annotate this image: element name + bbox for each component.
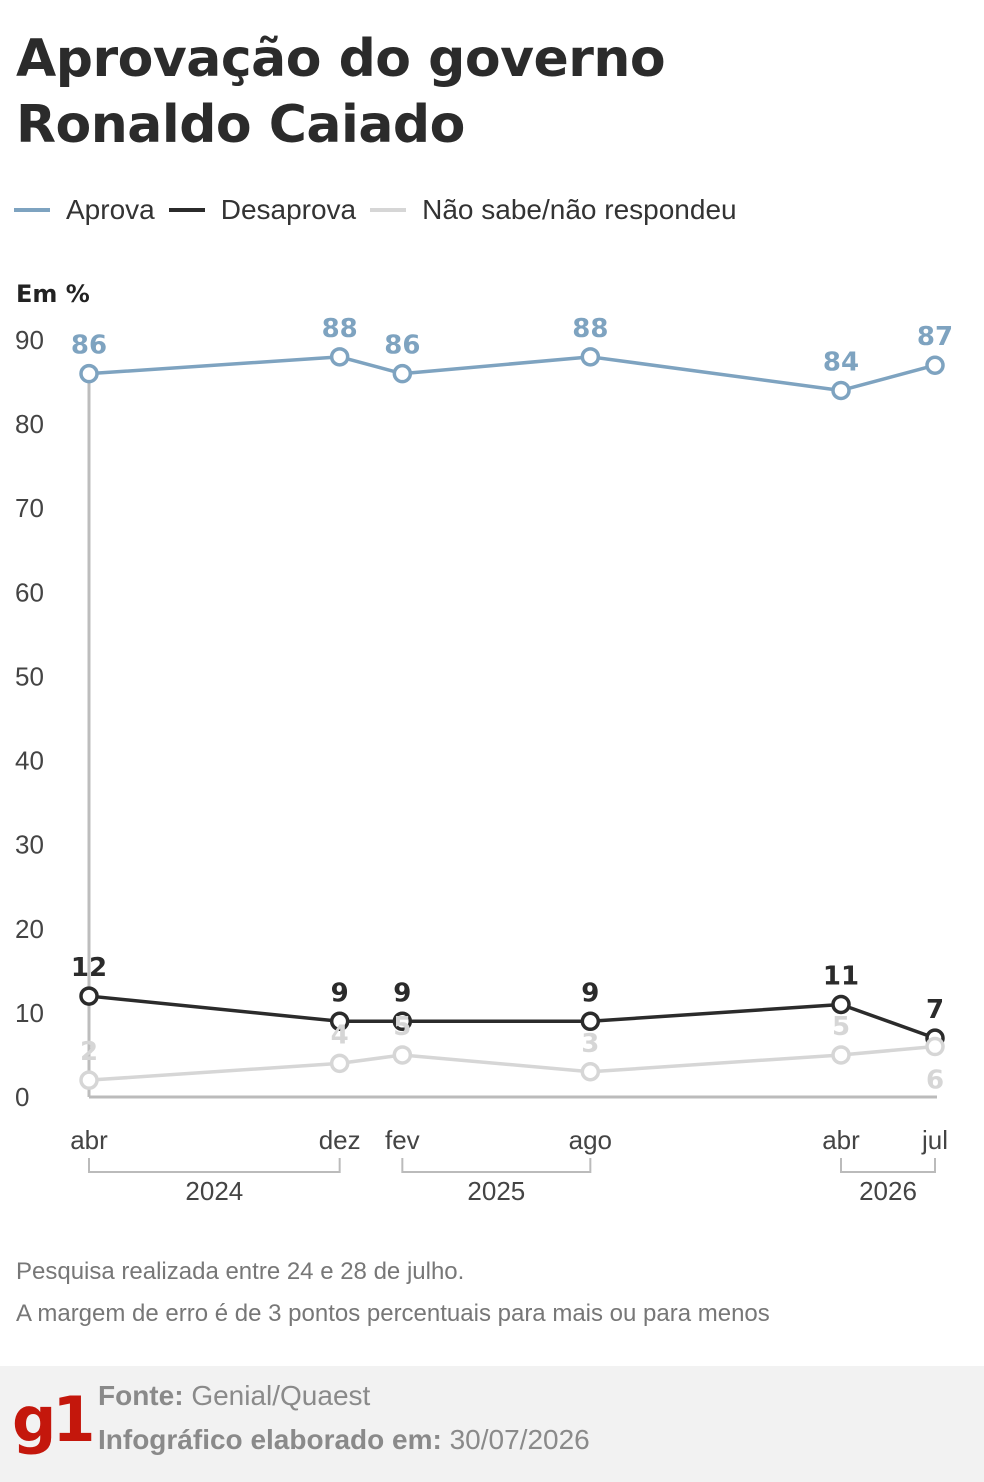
year-label: 2025 xyxy=(467,1176,525,1206)
data-label-aprova: 84 xyxy=(823,347,859,377)
data-label-nao-sabe: 6 xyxy=(926,1066,944,1096)
y-tick-label: 40 xyxy=(15,746,44,776)
year-bracket xyxy=(88,1158,341,1173)
series-line-desaprova xyxy=(88,994,936,1040)
data-point-aprova xyxy=(925,355,945,375)
data-label-desaprova: 11 xyxy=(823,961,859,991)
data-label-aprova: 87 xyxy=(917,322,953,352)
data-label-desaprova: 9 xyxy=(581,978,599,1008)
data-point-aprova xyxy=(329,347,350,367)
source-value: Genial/Quaest xyxy=(191,1380,371,1411)
data-label-nao-sabe: 5 xyxy=(393,1012,411,1042)
legend-label-aprova: Aprova xyxy=(66,194,155,225)
legend-swatch-aprova xyxy=(14,208,50,212)
y-tick-label: 0 xyxy=(15,1082,29,1112)
data-label-desaprova: 7 xyxy=(926,995,944,1025)
data-label-aprova: 86 xyxy=(71,331,107,361)
chart-title: Aprovação do governo Ronaldo Caiado xyxy=(16,26,966,158)
data-point-nao-sabe xyxy=(831,1045,851,1065)
data-label-nao-sabe: 3 xyxy=(581,1029,599,1059)
data-point-nao-sabe xyxy=(79,1070,99,1090)
y-tick-label: 10 xyxy=(15,998,44,1028)
series-line-nao-sabe xyxy=(88,1044,936,1082)
data-point-aprova xyxy=(79,363,99,384)
year-label: 2026 xyxy=(859,1176,917,1206)
legend-label-nao-sabe: Não sabe/não respondeu xyxy=(422,194,737,225)
data-label-desaprova: 9 xyxy=(331,978,349,1008)
legend: Aprova Desaprova Não sabe/não respondeu xyxy=(14,192,751,228)
data-point-desaprova xyxy=(580,1011,601,1032)
x-tick-label: dez xyxy=(319,1125,361,1155)
data-point-aprova xyxy=(392,363,413,384)
date-line: Infográfico elaborado em: 30/07/2026 xyxy=(98,1424,590,1456)
date-label: Infográfico elaborado em: xyxy=(98,1424,442,1455)
source-label: Fonte: xyxy=(98,1380,184,1411)
data-point-nao-sabe xyxy=(925,1036,945,1057)
footer: g1 Fonte: Genial/Quaest Infográfico elab… xyxy=(0,1366,984,1482)
year-bracket xyxy=(401,1158,592,1173)
series-line-aprova xyxy=(88,355,936,393)
data-label-desaprova: 12 xyxy=(71,953,107,983)
data-label-nao-sabe: 5 xyxy=(832,1012,850,1042)
g1-logo: g1 xyxy=(12,1383,96,1456)
y-axis-unit-label: Em % xyxy=(16,280,90,308)
data-label-nao-sabe: 2 xyxy=(80,1037,98,1067)
legend-swatch-desaprova xyxy=(168,208,205,212)
source-line: Fonte: Genial/Quaest xyxy=(98,1380,370,1412)
data-label-desaprova: 9 xyxy=(393,978,411,1008)
data-point-nao-sabe xyxy=(329,1053,350,1074)
data-label-aprova: 88 xyxy=(322,314,358,344)
y-tick-label: 30 xyxy=(15,830,44,860)
x-tick-label: abr xyxy=(822,1125,860,1155)
data-point-nao-sabe xyxy=(392,1045,413,1065)
data-label-nao-sabe: 4 xyxy=(331,1020,349,1050)
legend-item-aprova: Aprova xyxy=(14,194,155,226)
data-point-desaprova xyxy=(392,1011,413,1032)
legend-item-desaprova: Desaprova xyxy=(168,194,357,226)
year-label: 2024 xyxy=(185,1176,243,1206)
data-label-aprova: 86 xyxy=(384,331,420,361)
x-tick-label: jul xyxy=(921,1125,948,1155)
legend-item-nao-sabe: Não sabe/não respondeu xyxy=(370,194,737,226)
y-tick-label: 50 xyxy=(15,661,44,691)
survey-period-note: Pesquisa realizada entre 24 e 28 de julh… xyxy=(16,1258,465,1285)
y-tick-label: 60 xyxy=(15,577,44,607)
legend-label-desaprova: Desaprova xyxy=(220,194,357,225)
data-label-aprova: 88 xyxy=(572,314,608,344)
year-bracket xyxy=(840,1158,936,1173)
legend-swatch-nao-sabe xyxy=(370,208,407,212)
x-tick-label: ago xyxy=(569,1125,612,1155)
y-tick-label: 80 xyxy=(15,409,44,439)
y-tick-label: 20 xyxy=(15,914,44,944)
data-point-desaprova xyxy=(79,986,99,1006)
margin-of-error-note: A margem de erro é de 3 pontos percentua… xyxy=(16,1300,770,1327)
x-tick-label: abr xyxy=(70,1125,108,1155)
data-point-nao-sabe xyxy=(580,1062,601,1082)
chart-title-line1: Aprovação do governo xyxy=(16,29,666,89)
data-point-aprova xyxy=(831,380,851,401)
data-point-aprova xyxy=(580,347,601,367)
date-value: 30/07/2026 xyxy=(449,1424,590,1455)
y-tick-label: 70 xyxy=(15,493,44,523)
chart-title-line2: Ronaldo Caiado xyxy=(16,95,465,155)
y-tick-label: 90 xyxy=(15,325,44,355)
x-tick-label: fev xyxy=(385,1125,420,1155)
data-point-desaprova xyxy=(831,994,851,1015)
data-point-desaprova xyxy=(329,1011,350,1032)
